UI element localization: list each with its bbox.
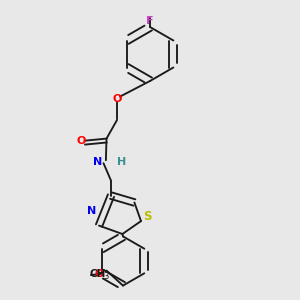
Text: O: O (76, 136, 86, 146)
Text: N: N (93, 157, 102, 167)
Text: S: S (143, 209, 151, 223)
Text: H: H (117, 157, 126, 167)
Text: 3: 3 (103, 272, 109, 281)
Text: F: F (146, 16, 154, 26)
Text: O: O (94, 268, 104, 279)
Text: O: O (112, 94, 122, 104)
Text: N: N (87, 206, 96, 217)
Text: CH: CH (89, 268, 106, 279)
